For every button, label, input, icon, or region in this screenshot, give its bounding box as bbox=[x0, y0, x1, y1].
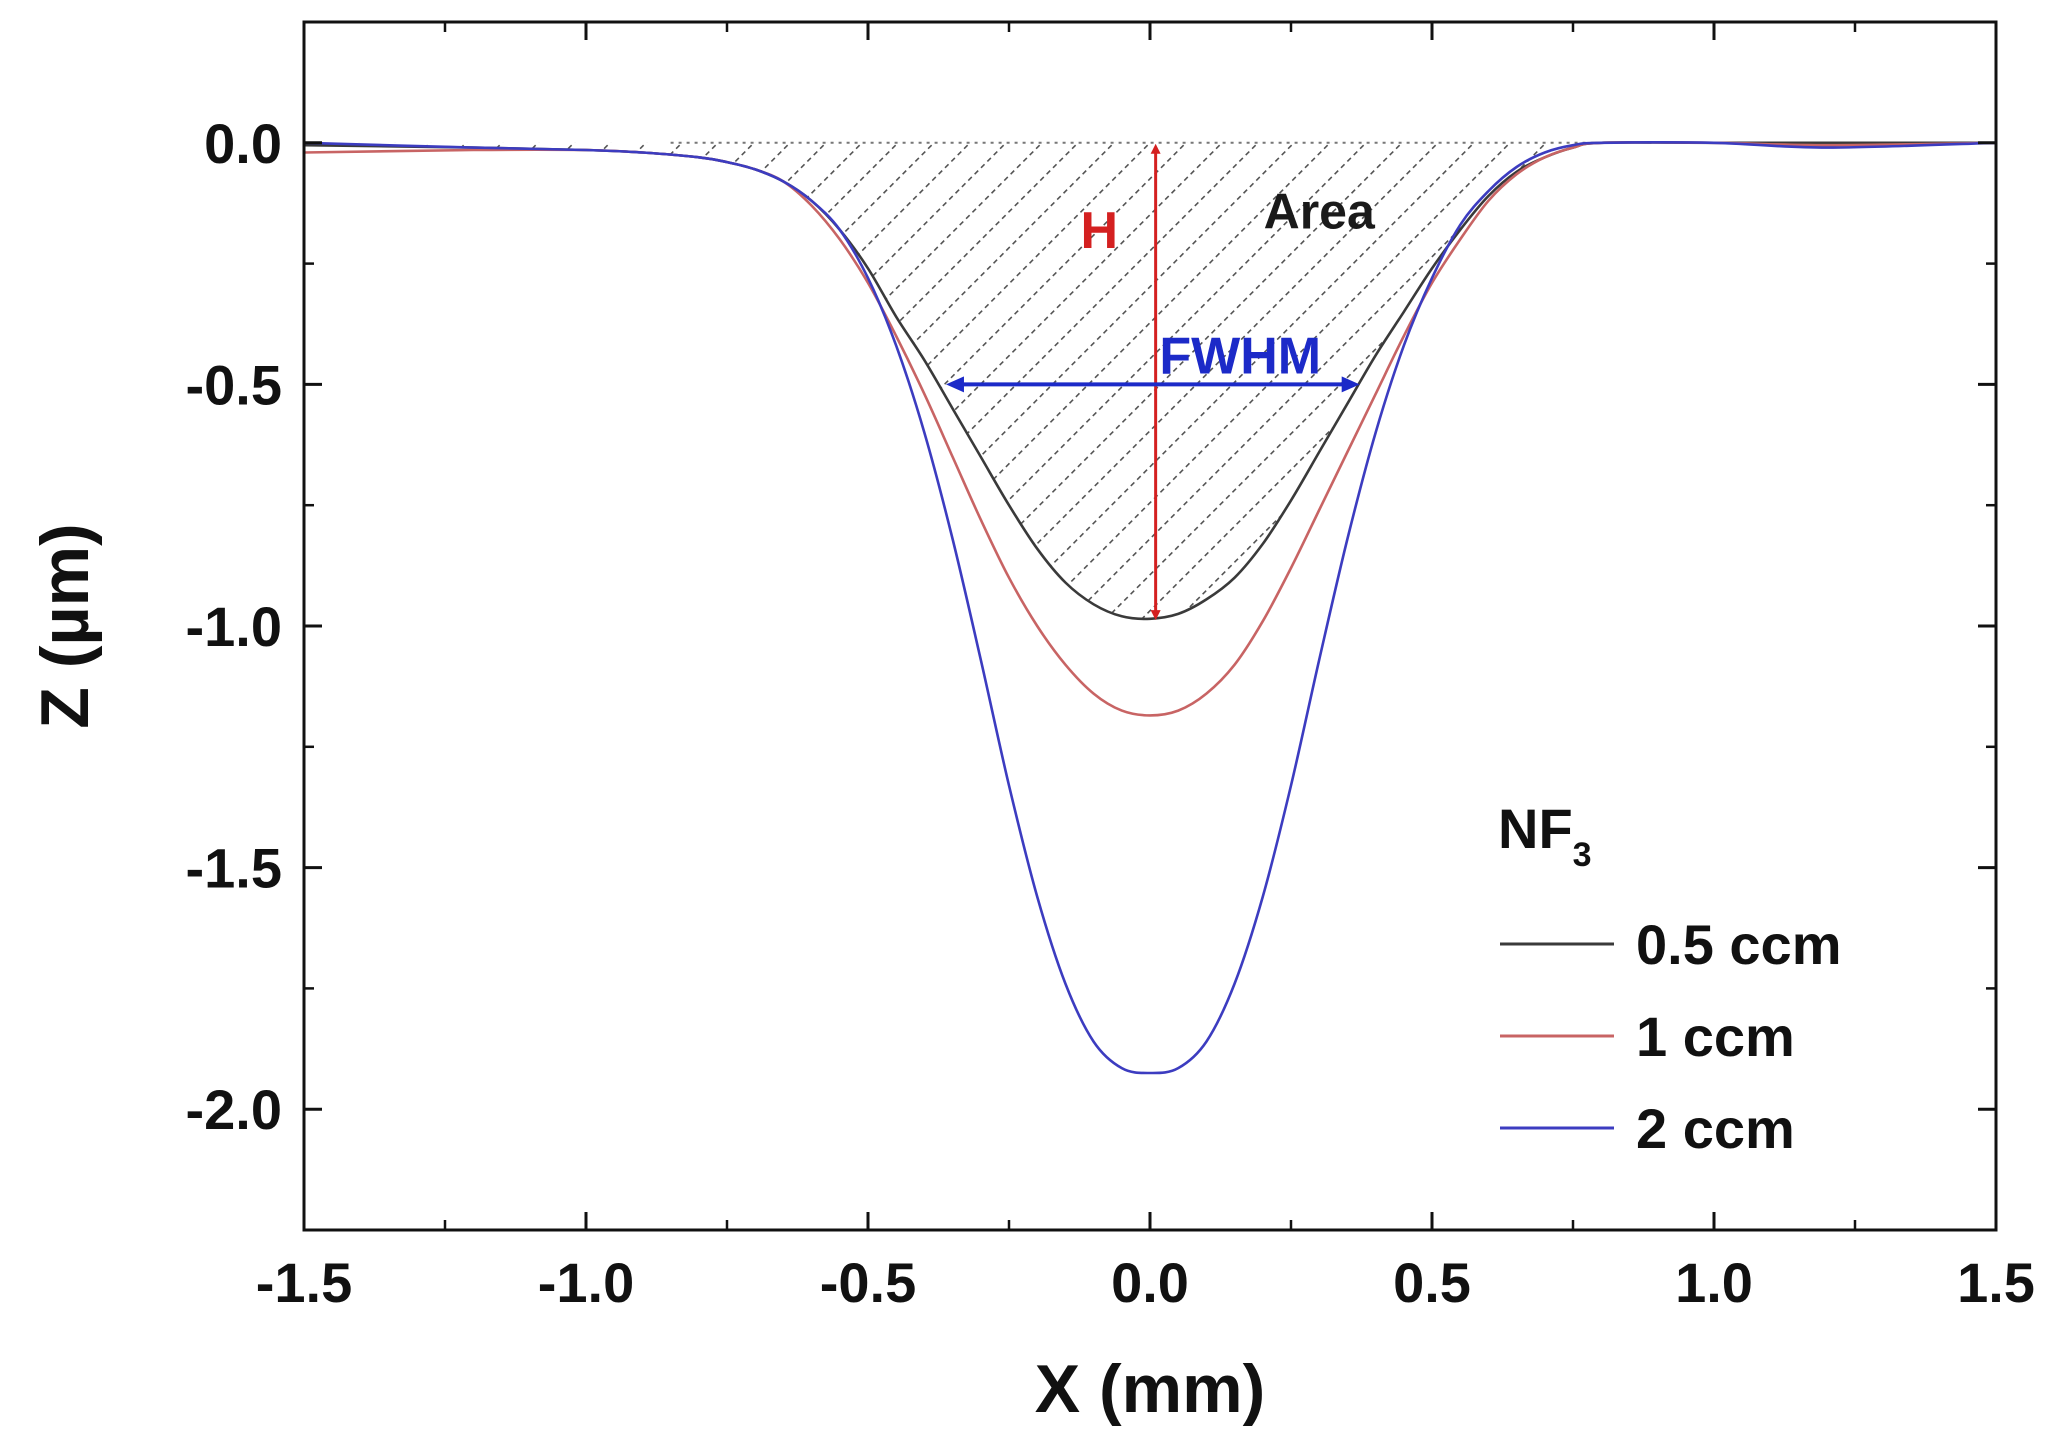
hatch-line bbox=[1854, 142, 1996, 619]
y-tick-label: -0.5 bbox=[186, 353, 283, 416]
x-tick-label: -1.0 bbox=[538, 1251, 635, 1314]
x-tick-label: -1.5 bbox=[256, 1251, 353, 1314]
y-tick-label: 0.0 bbox=[204, 112, 282, 175]
series-line-3 bbox=[304, 141, 1996, 1075]
y-tick-label: -1.0 bbox=[186, 595, 283, 658]
legend-label-2: 1 ccm bbox=[1636, 1005, 1795, 1068]
hatch-line bbox=[1314, 142, 1816, 619]
hatch-line bbox=[1710, 142, 1996, 619]
hatch-line bbox=[594, 142, 1096, 619]
x-tick-label: 1.0 bbox=[1675, 1251, 1753, 1314]
series-line-2 bbox=[304, 141, 1996, 717]
x-tick-label: 1.5 bbox=[1957, 1251, 2035, 1314]
hatch-line bbox=[1962, 142, 1996, 619]
legend-title-main: NF bbox=[1498, 797, 1573, 860]
hatch-line bbox=[306, 142, 808, 619]
hatch-line bbox=[1566, 142, 1996, 619]
legend-label-3: 2 ccm bbox=[1636, 1097, 1795, 1160]
hatch-line bbox=[522, 142, 1024, 619]
hatch-line bbox=[1782, 142, 1996, 619]
hatch-line bbox=[1386, 142, 1888, 619]
hatch-line bbox=[990, 142, 1492, 619]
hatch-line bbox=[702, 142, 1204, 619]
hatch-line bbox=[378, 142, 880, 619]
hatch-line bbox=[2035, 126, 2060, 626]
hatch-line bbox=[304, 142, 736, 619]
x-tick-label: 0.5 bbox=[1393, 1251, 1471, 1314]
hatch-line bbox=[954, 142, 1456, 619]
hatch-line bbox=[1890, 142, 1996, 619]
hatch-line bbox=[450, 142, 952, 619]
y-tick-label: -2.0 bbox=[186, 1078, 283, 1141]
hatch-line bbox=[1350, 142, 1852, 619]
y-tick-label: -1.5 bbox=[186, 837, 283, 900]
area-label: Area bbox=[1264, 183, 1376, 239]
height-label: H bbox=[1080, 202, 1118, 260]
hatch-line bbox=[0, 126, 15, 626]
hatch-line bbox=[1026, 142, 1528, 619]
hatch-line bbox=[1999, 126, 2060, 626]
y-axis-title: Z (µm) bbox=[27, 523, 103, 728]
fwhm-label: FWHM bbox=[1159, 327, 1321, 385]
hatch-line bbox=[630, 142, 1132, 619]
series-line-1 bbox=[304, 141, 1996, 621]
x-tick-label: 0.0 bbox=[1111, 1251, 1189, 1314]
hatch-line bbox=[1818, 142, 1996, 619]
hatch-line bbox=[1602, 142, 1996, 619]
hatch-line bbox=[486, 142, 988, 619]
x-axis-title: X (mm) bbox=[1035, 1351, 1265, 1427]
legend: NF3 0.5 ccm 1 ccm 2 ccm bbox=[1498, 797, 1842, 1160]
legend-title: NF3 bbox=[1498, 797, 1592, 874]
hatch-line bbox=[414, 142, 916, 619]
hatch-line bbox=[342, 142, 844, 619]
hatch-line bbox=[1926, 142, 1996, 619]
hatch-line bbox=[304, 142, 772, 619]
x-tick-label: -0.5 bbox=[820, 1251, 917, 1314]
hatch-line bbox=[1458, 142, 1960, 619]
legend-title-subscript: 3 bbox=[1573, 836, 1592, 874]
area-hatch bbox=[0, 126, 2060, 626]
legend-label-1: 0.5 ccm bbox=[1636, 913, 1842, 976]
hatch-line bbox=[1494, 142, 1996, 619]
hatch-line bbox=[1530, 142, 1996, 619]
hatch-line bbox=[304, 142, 592, 619]
hatch-line bbox=[1422, 142, 1924, 619]
hatch-line bbox=[1674, 142, 1996, 619]
hatch-line bbox=[1746, 142, 1996, 619]
